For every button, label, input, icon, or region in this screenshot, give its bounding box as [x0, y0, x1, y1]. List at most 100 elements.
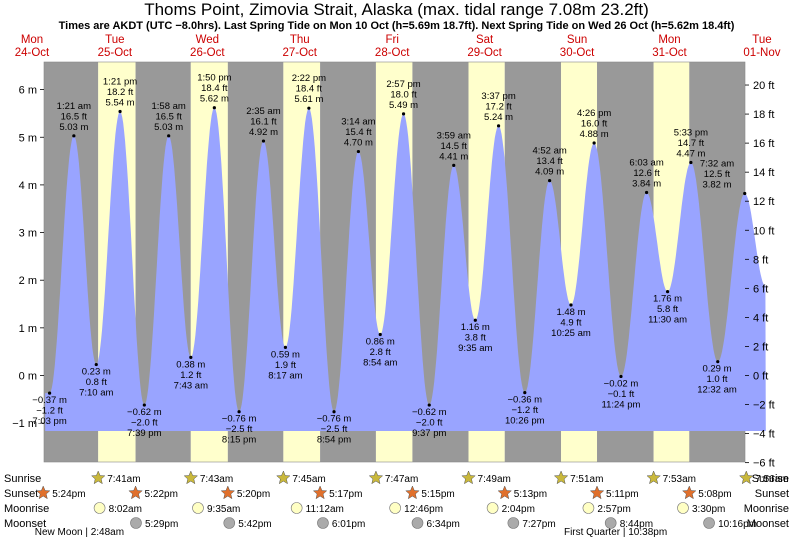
sunset-icon: [220, 485, 236, 500]
moonrise-time: 3:30pm: [692, 504, 725, 515]
high-tide-label: 4.92 m: [249, 127, 278, 138]
high-tide-label: 5.49 m: [389, 100, 418, 111]
sunrise-icon: [646, 470, 661, 485]
day-header-dow: Sat: [476, 34, 494, 46]
high-tide-point: [592, 141, 596, 145]
sunrise-time: 7:45am: [292, 474, 325, 485]
sunset-icon: [405, 485, 420, 500]
row-label-left: Moonrise: [4, 503, 49, 515]
low-tide-point: [523, 391, 527, 395]
low-tide-point: [94, 362, 98, 367]
low-tide-label: −1.2 ft: [511, 405, 538, 416]
low-tide-label: 12:32 am: [697, 385, 737, 396]
sunrise-icon: [276, 470, 291, 485]
low-tide-label: −0.62 m: [412, 407, 447, 418]
sunset-icon: [128, 485, 143, 500]
high-tide-point: [452, 163, 456, 167]
moonrise-time: 2:57pm: [597, 504, 630, 515]
high-tide-label: 16.1 ft: [250, 117, 277, 128]
moonset-icon: [317, 517, 329, 529]
low-tide-label: 1.76 m: [653, 294, 682, 305]
high-tide-label: 3:14 am: [341, 117, 375, 128]
high-tide-label: 4:26 pm: [577, 108, 611, 119]
high-tide-label: 16.5 ft: [155, 111, 182, 122]
day-header-date: 31-Oct: [652, 47, 687, 59]
left-axis-tick-label: 0 m: [19, 371, 37, 383]
moonset-icon: [507, 517, 520, 529]
sunset-icon: [312, 485, 328, 500]
low-tide-point: [427, 403, 431, 407]
left-axis-tick-label: 6 m: [19, 85, 37, 97]
low-tide-point: [189, 355, 193, 359]
high-tide-label: 5.62 m: [200, 94, 229, 105]
low-tide-label: −2.0 ft: [416, 418, 443, 429]
low-tide-label: −1.2 ft: [36, 406, 63, 417]
moonrise-time: 11:12am: [306, 504, 344, 515]
high-tide-label: 3.82 m: [702, 179, 731, 190]
low-tide-label: 1.0 ft: [706, 374, 727, 385]
moon-phase-label: First Quarter | 10:38pm: [564, 527, 667, 538]
right-axis-tick-label: 6 ft: [753, 283, 768, 295]
high-tide-label: 18.4 ft: [201, 83, 228, 94]
low-tide-point: [716, 360, 720, 364]
low-tide-label: 0.38 m: [176, 359, 205, 370]
low-tide-label: 2.8 ft: [370, 347, 391, 358]
day-header-dow: Mon: [21, 34, 43, 46]
high-tide-label: 5.03 m: [154, 122, 183, 133]
sunset-time: 5:22pm: [145, 489, 178, 500]
sunset-time: 5:11pm: [606, 489, 639, 500]
right-axis-tick-label: 20 ft: [753, 80, 774, 92]
sunset-icon: [35, 485, 51, 500]
moonset-time: 5:29pm: [145, 519, 178, 530]
low-tide-label: 5.8 ft: [657, 304, 678, 315]
left-axis-tick-label: −1 m: [12, 418, 37, 430]
high-tide-label: 1:21 pm: [103, 77, 137, 88]
left-axis-tick-label: 3 m: [19, 228, 37, 240]
right-axis-tick-label: 16 ft: [753, 138, 774, 150]
low-tide-point: [569, 303, 573, 307]
moonrise-time: 8:02am: [109, 504, 142, 515]
moonrise-time: 9:35am: [207, 504, 240, 515]
low-tide-label: −2.5 ft: [321, 424, 348, 435]
low-tide-label: −0.1 ft: [608, 389, 635, 400]
low-tide-label: −0.02 m: [604, 378, 639, 389]
low-tide-label: 0.8 ft: [86, 377, 107, 388]
sunset-time: 5:24pm: [52, 489, 85, 500]
low-tide-label: 8:54 pm: [317, 435, 351, 446]
sunset-time: 5:15pm: [421, 489, 454, 500]
left-axis-tick-label: 2 m: [19, 275, 37, 287]
low-tide-label: −2.0 ft: [131, 418, 158, 429]
day-header-dow: Mon: [658, 34, 680, 46]
low-tide-point: [378, 332, 382, 337]
sunset-time: 5:08pm: [698, 489, 731, 500]
right-axis-tick-label: 8 ft: [753, 254, 768, 266]
high-tide-label: 4:52 am: [532, 146, 566, 157]
high-tide-label: 18.4 ft: [296, 84, 323, 95]
high-tide-point: [72, 134, 76, 138]
sunrise-time: 7:51am: [570, 474, 603, 485]
high-tide-label: 16.5 ft: [61, 111, 88, 122]
high-tide-point: [689, 160, 693, 165]
day-header-date: 29-Oct: [467, 47, 502, 59]
sunrise-time: 7:47am: [385, 474, 418, 485]
right-axis-tick-label: 4 ft: [753, 312, 768, 324]
high-tide-label: 7:32 am: [700, 158, 734, 169]
moonrise-icon: [93, 502, 106, 514]
high-tide-point: [401, 112, 406, 116]
chart-subtitle: Times are AKDT (UTC −8.0hrs). Last Sprin…: [58, 20, 735, 32]
day-header-date: 27-Oct: [282, 47, 317, 59]
high-tide-point: [644, 190, 649, 195]
moonset-time: 6:01pm: [332, 519, 365, 530]
low-tide-label: 0.29 m: [702, 364, 731, 375]
high-tide-point: [212, 106, 216, 110]
moonrise-icon: [486, 502, 499, 514]
day-header-dow: Tue: [752, 34, 771, 46]
high-tide-point: [356, 149, 361, 154]
day-header-date: 01-Nov: [743, 47, 780, 59]
sunrise-icon: [90, 470, 106, 485]
low-tide-label: 11:30 am: [648, 315, 687, 326]
low-tide-point: [619, 374, 623, 379]
sunrise-time: 7:49am: [478, 474, 511, 485]
day-header-dow: Wed: [196, 34, 219, 46]
day-header-date: 25-Oct: [98, 47, 133, 59]
